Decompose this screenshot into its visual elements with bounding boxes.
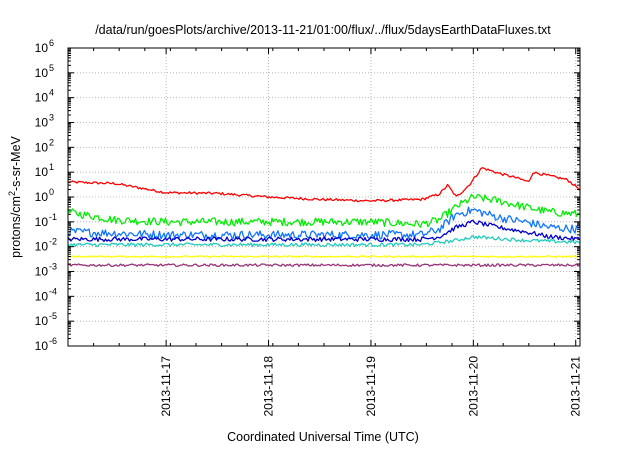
y-tick-label-exponent: 1 xyxy=(49,162,54,172)
y-tick-label: 10 xyxy=(35,215,49,229)
y-tick-label-exponent: 2 xyxy=(49,137,54,147)
series-line xyxy=(67,193,580,228)
y-axis-label: protons/cm2-s-sr-MeV xyxy=(7,135,23,257)
grid-lines xyxy=(68,48,580,346)
y-tick-label: 10 xyxy=(35,140,49,154)
y-tick-label: 10 xyxy=(35,165,49,179)
y-tick-label-exponent: -3 xyxy=(49,262,57,272)
y-tick-label-exponent: -1 xyxy=(49,212,57,222)
y-tick-label-exponent: 5 xyxy=(49,63,54,73)
y-tick-label-exponent: 0 xyxy=(49,187,54,197)
x-tick-label: 2013-11-21 xyxy=(569,356,583,417)
series-lines xyxy=(67,167,581,268)
x-tick-label: 2013-11-20 xyxy=(466,356,480,417)
y-tick-label-exponent: -4 xyxy=(49,286,57,296)
y-tick-label-exponent: 3 xyxy=(49,113,54,123)
series-line xyxy=(67,255,580,258)
y-tick-label: 10 xyxy=(35,339,49,353)
y-tick-label: 10 xyxy=(35,91,49,105)
y-axis-label-sup: 2 xyxy=(7,191,17,196)
x-tick-label: 2013-11-17 xyxy=(159,356,173,417)
y-axis-label-prefix: protons/cm xyxy=(9,196,23,258)
y-tick-label: 10 xyxy=(35,66,49,80)
y-tick-label-exponent: 6 xyxy=(49,38,54,48)
y-tick-label-exponent: 4 xyxy=(49,88,54,98)
series-line xyxy=(67,219,581,243)
series-line xyxy=(67,167,581,203)
series-line xyxy=(67,235,580,248)
x-axis: 2013-11-17 2013-11-18 2013-11-19 2013-11-20… xyxy=(67,48,583,417)
x-axis-label: Coordinated Universal Time (UTC) xyxy=(227,430,419,444)
y-axis-label-suffix: -s-sr-MeV xyxy=(9,135,23,191)
y-axis: 10 -610 -510 -410 -310 -210 -110 010 110 210 310 41… xyxy=(35,38,580,353)
y-tick-label: 10 xyxy=(35,190,49,204)
y-tick-label-exponent: -5 xyxy=(49,311,57,321)
y-tick-label: 10 xyxy=(35,41,49,55)
y-tick-label: 10 xyxy=(35,314,49,328)
series-line xyxy=(67,206,580,240)
x-tick-label: 2013-11-19 xyxy=(364,356,378,417)
series-line xyxy=(67,263,580,268)
chart-title: /data/run/goesPlots/archive/2013-11-21/0… xyxy=(95,23,551,37)
y-tick-label: 10 xyxy=(35,289,49,303)
y-tick-label-exponent: -6 xyxy=(49,336,57,346)
x-tick-label: 2013-11-18 xyxy=(262,356,276,417)
y-tick-label: 10 xyxy=(35,265,49,279)
y-tick-label: 10 xyxy=(35,116,49,130)
y-tick-label: 10 xyxy=(35,240,49,254)
y-tick-label-exponent: -2 xyxy=(49,237,57,247)
